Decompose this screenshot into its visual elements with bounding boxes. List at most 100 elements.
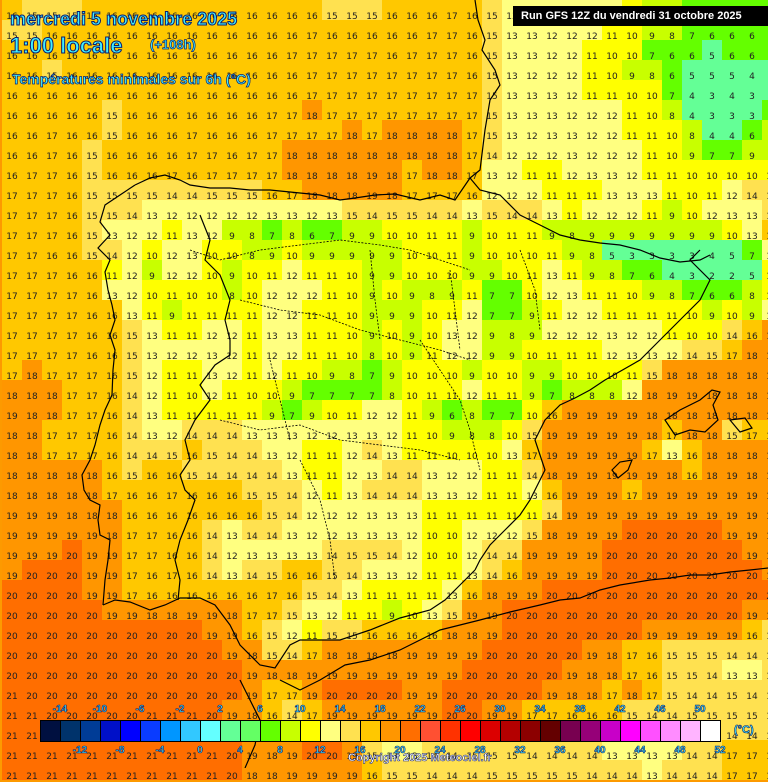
field-cell [62,120,82,140]
field-cell [282,60,302,80]
field-cell [582,60,602,80]
field-cell [662,60,682,80]
legend-tick-label: -14 [52,704,68,716]
field-cell [542,100,562,120]
field-cell [122,40,142,60]
field-cell [22,120,42,140]
field-cell [182,100,202,120]
legend-swatch [401,721,421,741]
field-cell [262,40,282,60]
field-cell [282,140,302,160]
temperature-value: 18 [246,772,258,782]
field-cell [722,180,742,200]
field-cell [402,40,422,60]
field-cell [702,120,722,140]
field-cell [422,100,442,120]
field-cell [142,40,162,60]
legend-tick-label: 22 [414,704,426,716]
field-cell [322,0,342,20]
field-cell [22,140,42,160]
field-cell [222,160,242,180]
legend-swatch [341,721,361,741]
field-cell [502,100,522,120]
field-cell [422,180,442,200]
field-cell [482,160,502,180]
field-cell [682,200,702,220]
field-cell [182,40,202,60]
field-cell [622,140,642,160]
field-cell [402,0,422,20]
field-cell [122,60,142,80]
field-cell [342,0,362,20]
field-cell [322,80,342,100]
field-cell [622,180,642,200]
field-cell [22,40,42,60]
field-cell [382,120,402,140]
field-cell [742,200,762,220]
field-cell [42,80,62,100]
field-cell [2,40,22,60]
legend-swatch [641,721,661,741]
field-cell [622,80,642,100]
field-cell [362,40,382,60]
temperature-value: 14 [686,772,698,782]
field-cell [462,100,482,120]
field-cell [142,100,162,120]
field-cell [242,160,262,180]
field-cell [382,40,402,60]
field-cell [382,20,402,40]
color-scale-legend [40,720,721,742]
field-cell [682,100,702,120]
field-cell [202,140,222,160]
field-cell [2,120,22,140]
field-cell [2,60,22,80]
field-cell [142,0,162,20]
temperature-value: 17 [762,772,768,782]
field-cell [462,20,482,40]
field-cell [302,40,322,60]
legend-tick-label: -8 [115,745,125,757]
legend-tick-label: 40 [594,745,606,757]
field-cell [722,40,742,60]
field-cell [682,180,702,200]
temperature-value: 14 [626,772,638,782]
legend-swatch [381,721,401,741]
field-cell [522,140,542,160]
field-cell [622,40,642,60]
field-cell [402,20,422,40]
field-cell [82,160,102,180]
legend-swatch [161,721,181,741]
field-cell [282,120,302,140]
field-cell [42,200,62,220]
field-cell [162,180,182,200]
field-cell [382,140,402,160]
field-cell [482,140,502,160]
field-cell [82,60,102,80]
field-cell [202,80,222,100]
temperature-value: 14 [586,772,598,782]
field-cell [702,80,722,100]
field-cell [142,200,162,220]
field-cell [602,200,622,220]
field-cell [42,40,62,60]
field-cell [422,20,442,40]
forecast-time: 1:00 locale [10,33,124,59]
field-cell [382,60,402,80]
legend-swatch [421,721,441,741]
temperature-value: 18 [266,772,278,782]
field-cell [642,200,662,220]
field-cell [362,60,382,80]
field-cell [182,200,202,220]
field-cell [682,140,702,160]
field-cell [242,20,262,40]
field-cell [442,160,462,180]
field-cell [42,0,62,20]
field-cell [102,140,122,160]
field-cell [562,160,582,180]
field-cell [82,100,102,120]
field-cell [462,160,482,180]
field-cell [742,100,762,120]
field-cell [82,140,102,160]
field-cell [682,120,702,140]
